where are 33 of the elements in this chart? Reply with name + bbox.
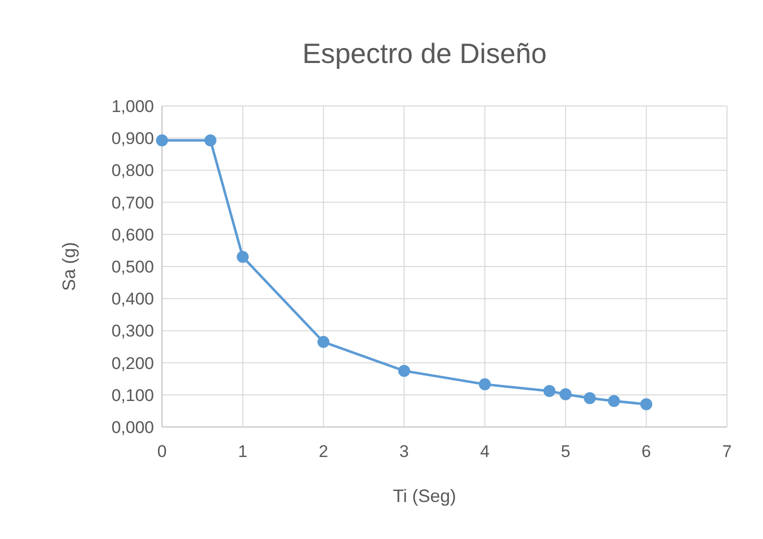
y-axis-title: Sa (g) (59, 242, 79, 292)
y-tick-label: 0,300 (111, 322, 154, 341)
point (398, 364, 410, 377)
x-tick-label: 6 (642, 442, 652, 461)
point (478, 378, 491, 390)
y-tick-label: 0,500 (111, 257, 154, 276)
y-tick-label: 0,100 (111, 386, 154, 405)
y-tick-label: 0,800 (111, 161, 154, 180)
point (317, 336, 330, 348)
x-tick-label: 2 (318, 442, 328, 461)
x-tick-label: 7 (722, 442, 732, 461)
y-tick-label: 0,700 (111, 193, 154, 212)
x-tick-label: 1 (238, 442, 248, 461)
y-tick-label: 1,000 (111, 96, 154, 116)
point (236, 250, 249, 263)
y-tick-label: 0,200 (111, 354, 154, 373)
y-tick-label: 0,400 (111, 290, 154, 309)
y-tick-label: 0,000 (111, 418, 154, 437)
point (543, 385, 556, 398)
point (156, 134, 168, 146)
point (204, 134, 216, 146)
point (560, 388, 572, 400)
x-axis-title: Ti (Seg) (392, 486, 456, 506)
y-tick-label: 0,600 (111, 225, 154, 244)
x-tick-label: 4 (480, 442, 490, 461)
point (608, 395, 620, 407)
x-tick-label: 5 (560, 442, 570, 461)
point (640, 398, 652, 410)
y-tick-label: 0,900 (111, 129, 154, 148)
point (584, 392, 596, 404)
x-tick-label: 0 (157, 442, 167, 461)
chart-title: Espectro de Diseño (302, 38, 547, 69)
x-tick-label: 3 (399, 442, 409, 461)
